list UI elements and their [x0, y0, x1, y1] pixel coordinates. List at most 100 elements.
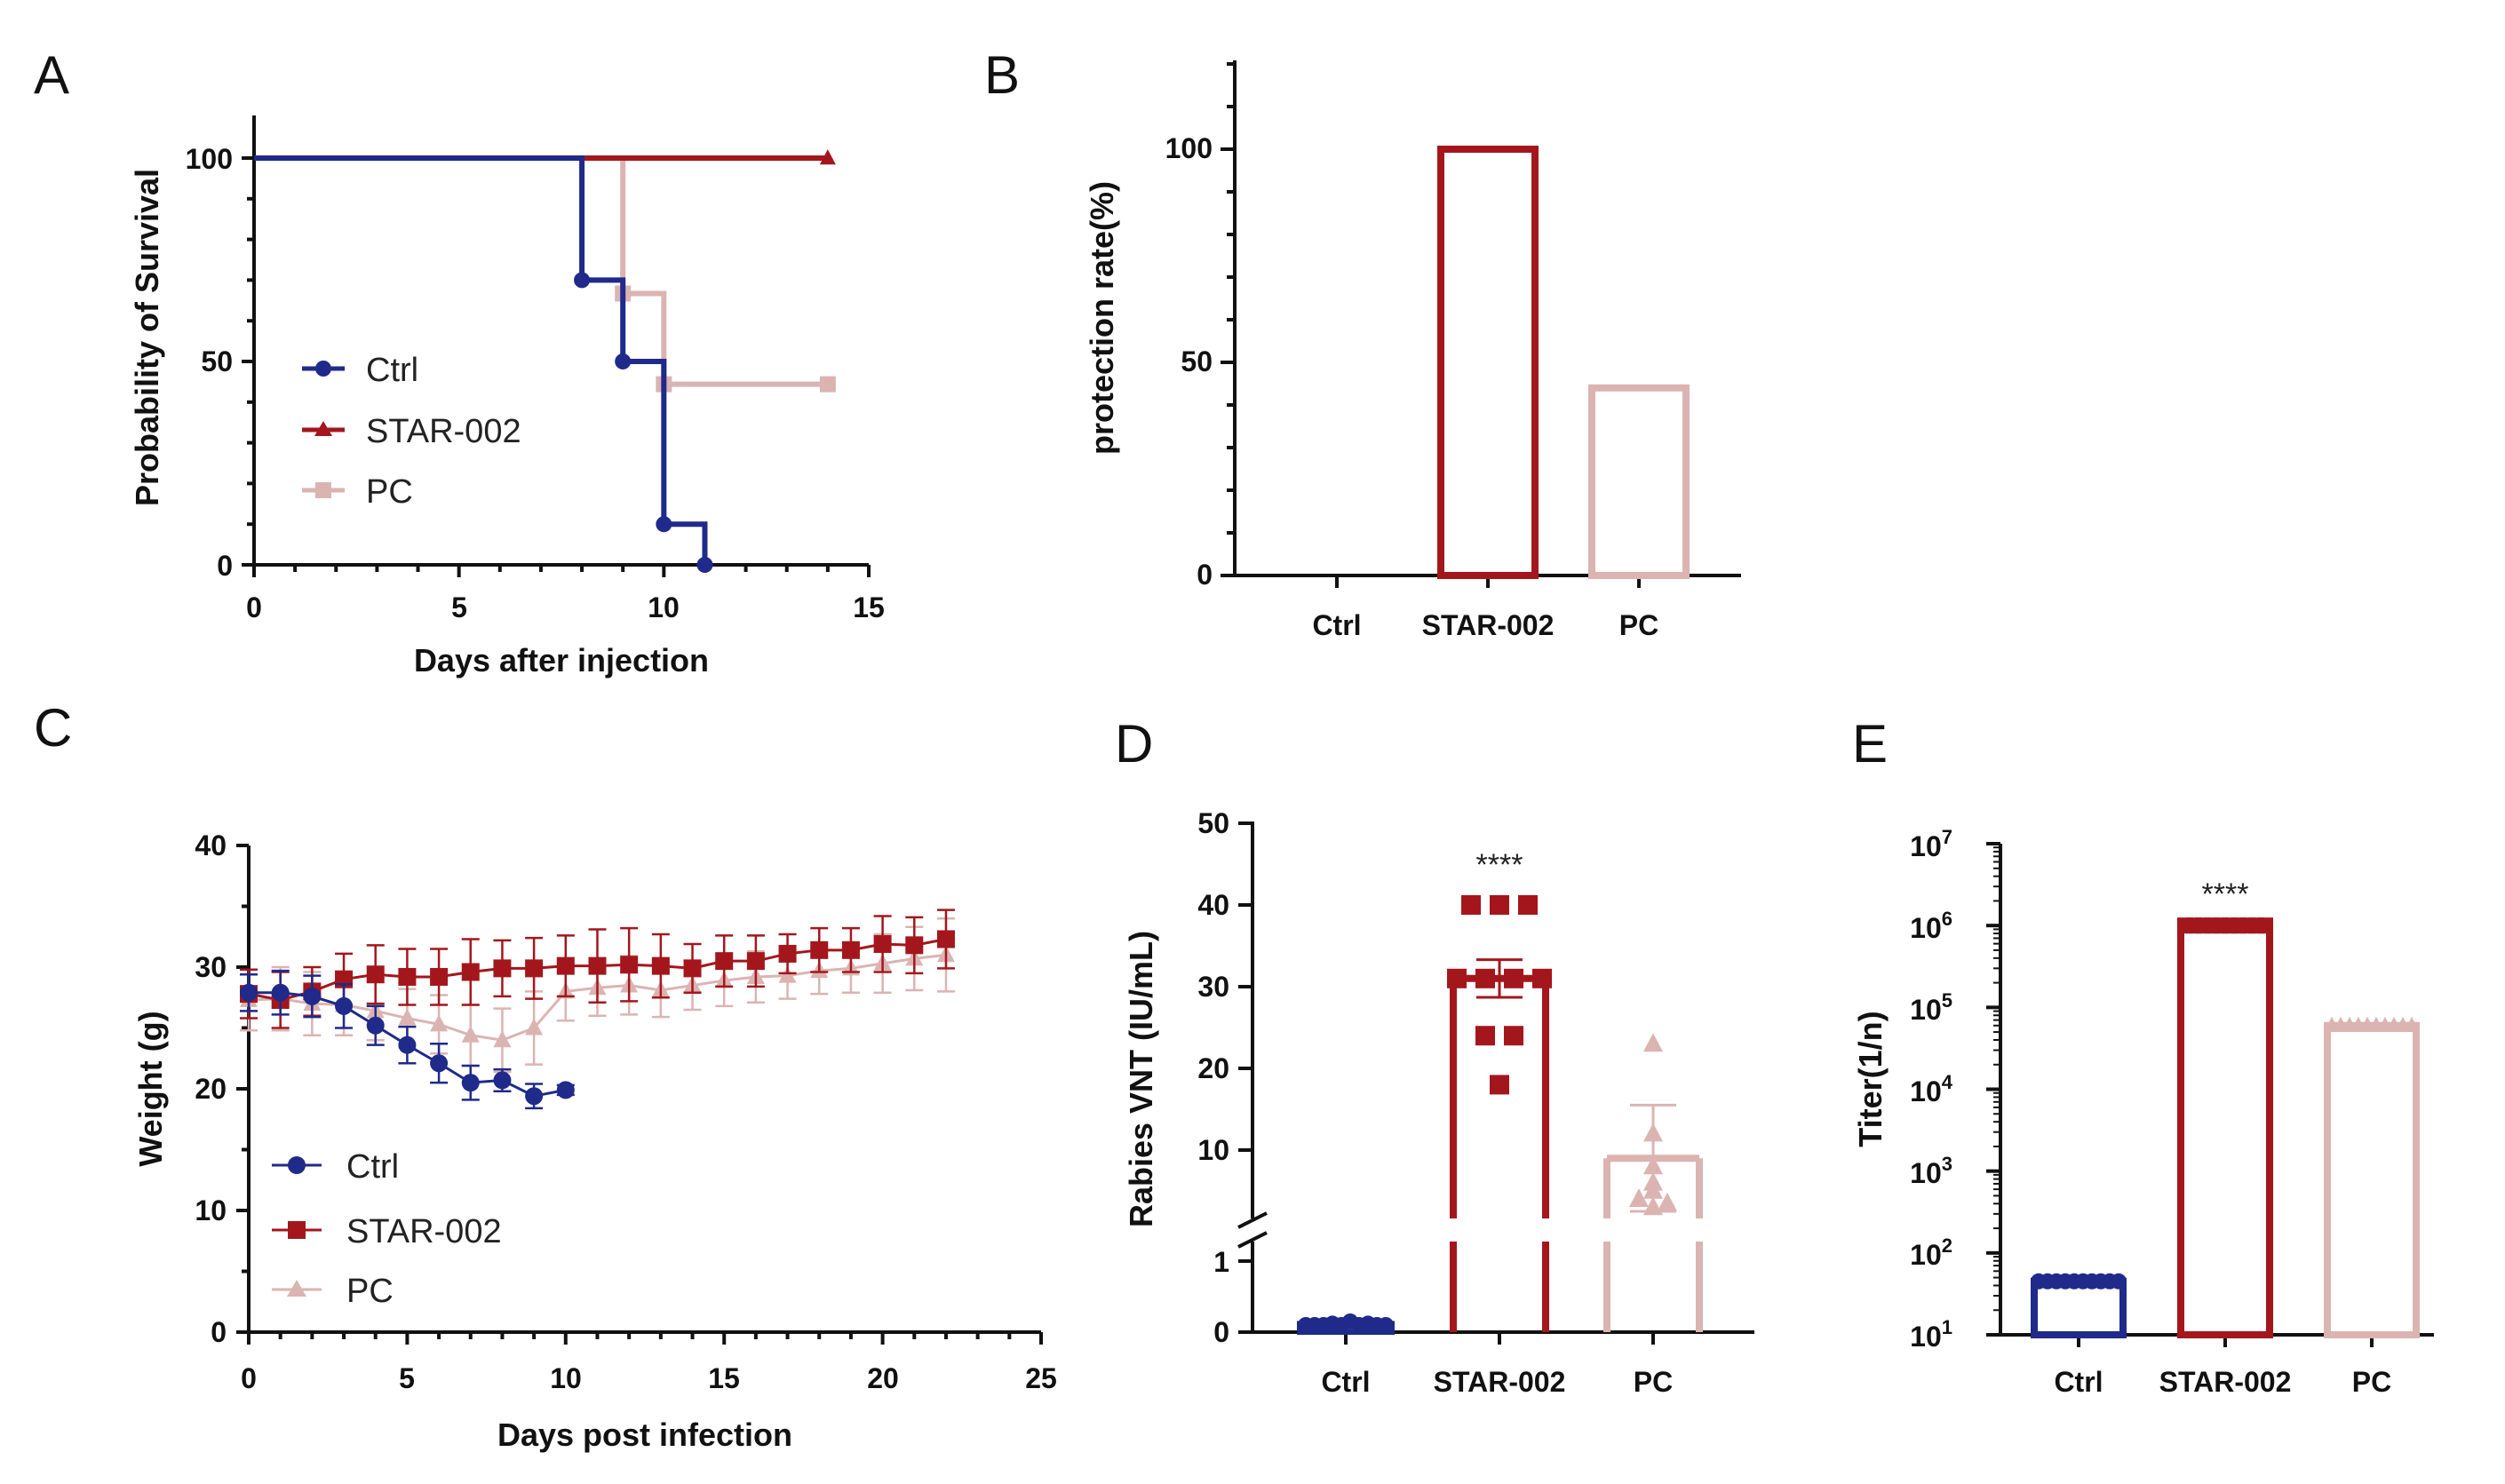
y-tick-e-5: 105 [1910, 989, 1952, 1026]
weight-series-c [240, 909, 955, 1110]
weight-point-star-002 [620, 956, 639, 974]
x-tick-e-pc: PC [2352, 1366, 2391, 1398]
survival-curves-a [254, 149, 836, 573]
weight-point-star-002 [366, 965, 385, 984]
y-tick-d-20: 20 [1197, 1052, 1229, 1084]
x-tick-e-ctrl: Ctrl [2054, 1366, 2103, 1398]
point-d-star-002 [1461, 895, 1481, 915]
significance-e: **** [2202, 877, 2249, 911]
y-tick-a-50: 50 [201, 345, 233, 377]
y-tick-b-50: 50 [1181, 345, 1213, 377]
y-tick-d-40: 40 [1197, 889, 1229, 921]
bar-e-star-002 [2177, 922, 2273, 1338]
weight-point-pc [493, 1030, 512, 1048]
weight-point-star-002 [683, 959, 702, 978]
weight-point-star-002 [936, 930, 955, 948]
x-axis-label-a: Days after injection [414, 642, 709, 679]
panel-letter-d: D [1115, 714, 1153, 774]
y-tick-b-0: 0 [1197, 559, 1213, 591]
point-d-star-002 [1475, 1026, 1495, 1046]
y-tick-c-0: 0 [211, 1316, 227, 1348]
point-e-pc [2404, 1016, 2420, 1032]
x-tick-d-pc: PC [1634, 1366, 1673, 1398]
y-tick-a-100: 100 [186, 143, 233, 175]
protection-bar-chart-b: 0 50 100 protection rate(%) Ctrl STAR-00… [1084, 60, 1741, 641]
weight-point-star-002 [398, 967, 417, 986]
weight-point-ctrl [335, 996, 354, 1015]
weight-point-ctrl [271, 983, 290, 1002]
x-tick-d-star: STAR-002 [1434, 1366, 1566, 1398]
y-tick-d-50: 50 [1197, 807, 1229, 839]
weight-point-star-002 [651, 956, 670, 975]
weight-point-ctrl [303, 987, 322, 1005]
y-axis-label-a: Probability of Survival [129, 169, 165, 506]
survival-curve-pc [254, 155, 828, 387]
weight-point-star-002 [810, 940, 829, 959]
x-tick-b-ctrl: Ctrl [1312, 609, 1361, 641]
axis-ticks-b [1221, 62, 1641, 588]
axis-break-mark-bottom [1237, 1231, 1268, 1249]
weight-point-star-002 [841, 940, 860, 959]
point-d-star-002 [1475, 968, 1495, 988]
x-tick-b-pc: PC [1619, 609, 1658, 641]
x-tick-c-25: 25 [1025, 1362, 1057, 1394]
y-tick-e-7: 107 [1910, 826, 1952, 862]
y-tick-c-20: 20 [195, 1073, 227, 1105]
survival-marker-ctrl [656, 516, 672, 533]
weight-point-star-002 [493, 959, 512, 978]
y-tick-c-40: 40 [195, 829, 227, 861]
point-d-pc [1643, 1179, 1663, 1199]
weight-point-star-002 [525, 959, 544, 978]
y-ticks-e: 101 102 103 104 105 106 107 [1910, 826, 1953, 1353]
legend-a-star-marker [314, 421, 332, 436]
bar-e-pc [2324, 1021, 2420, 1338]
point-e-ctrl [2111, 1273, 2127, 1290]
legend-c-pc-marker [287, 1280, 306, 1297]
survival-marker-ctrl [615, 353, 632, 369]
bars-b [1437, 146, 1690, 579]
weight-point-ctrl [493, 1071, 512, 1090]
bar-b-pc [1588, 384, 1690, 579]
titer-bar-chart-e: 101 102 103 104 105 106 107 Titer(1/n) C… [1852, 826, 2434, 1398]
y-tick-d-0: 0 [1213, 1316, 1229, 1348]
survival-marker-star-002 [819, 149, 836, 165]
axis-break-mark-top [1237, 1211, 1268, 1229]
point-d-pc [1658, 1192, 1677, 1211]
legend-c-star-marker [288, 1221, 306, 1239]
bar-e-ctrl [2031, 1277, 2127, 1338]
vnt-bar-chart-d: 0 1 10 20 30 40 50 Rabies VNT (IU/mL) Ct… [1123, 807, 1754, 1398]
y-tick-e-6: 106 [1910, 908, 1952, 944]
point-d-star-002 [1532, 968, 1552, 988]
y-tick-d-1: 1 [1213, 1246, 1229, 1278]
point-d-pc [1643, 1123, 1663, 1142]
point-d-ctrl [1378, 1317, 1394, 1333]
weight-point-ctrl [525, 1087, 544, 1106]
weight-point-star-002 [556, 956, 575, 975]
y-axis-label-e: Titer(1/n) [1852, 1011, 1889, 1147]
x-tick-e-star: STAR-002 [2159, 1366, 2292, 1398]
point-d-pc [1643, 1033, 1663, 1052]
significance-d: **** [1476, 848, 1523, 882]
weight-point-ctrl [366, 1016, 385, 1035]
weight-point-ctrl [240, 983, 258, 1002]
legend-a-ctrl-marker [315, 361, 331, 377]
weight-line-chart-c: 0 5 10 15 20 25 0 10 20 30 40 Days post … [132, 829, 1057, 1453]
legend-c-ctrl-label: Ctrl [346, 1148, 399, 1186]
x-tick-b-star: STAR-002 [1422, 609, 1555, 641]
legend-a-pc-marker [315, 482, 331, 498]
panel-letter-b: B [984, 45, 1020, 105]
point-d-pc [1643, 1155, 1663, 1175]
weight-point-ctrl [461, 1074, 480, 1092]
point-d-star-002 [1447, 968, 1467, 988]
bar-b-star-002 [1437, 146, 1539, 579]
y-tick-a-0: 0 [217, 550, 233, 582]
legend-a-pc-label: PC [366, 473, 413, 511]
x-tick-a-15: 15 [853, 591, 885, 623]
point-d-star-002 [1504, 968, 1523, 988]
panel-letter-a: A [34, 45, 69, 105]
point-d-pc [1629, 1188, 1649, 1207]
x-tick-a-10: 10 [648, 591, 680, 623]
y-tick-c-10: 10 [195, 1194, 227, 1226]
x-tick-d-ctrl: Ctrl [1321, 1366, 1370, 1398]
weight-point-star-002 [588, 956, 607, 975]
